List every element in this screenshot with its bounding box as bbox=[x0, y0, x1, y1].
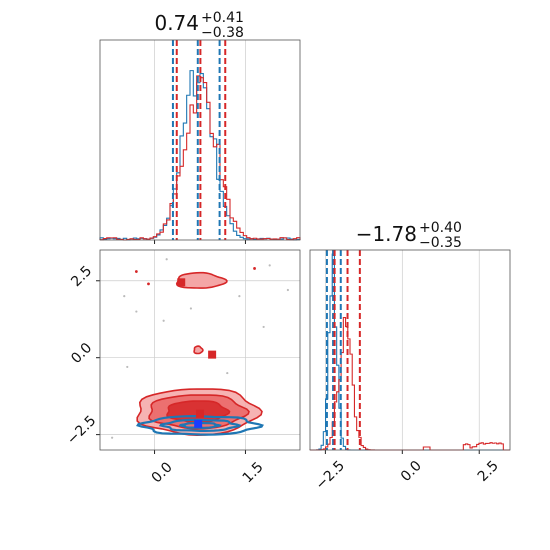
joint-panel: 0.0 1.5 −2.5 0.0 2.5 bbox=[64, 249, 301, 486]
joint-red-sample-point bbox=[134, 270, 138, 273]
joint-y-tick-label: 0.0 bbox=[68, 340, 95, 367]
joint-blue-contour bbox=[136, 414, 264, 436]
hist2-x-tick-label: 2.5 bbox=[475, 458, 502, 485]
title-param1-value: 0.74 bbox=[154, 11, 199, 35]
joint-red-marker bbox=[208, 350, 217, 359]
histogram-param2: −2.5 0.0 2.5 bbox=[309, 249, 511, 493]
joint-sample-point bbox=[238, 295, 241, 298]
joint-x-tick-label: 0.0 bbox=[149, 459, 176, 486]
joint-red-sample-point bbox=[253, 267, 256, 270]
joint-sample-point bbox=[135, 310, 138, 313]
joint-blue-marker bbox=[194, 419, 203, 428]
joint-sample-point bbox=[286, 288, 289, 292]
joint-y-tick-label: −2.5 bbox=[64, 413, 99, 448]
joint-blue-contour bbox=[158, 418, 242, 432]
joint-sample-point bbox=[111, 436, 114, 439]
joint-sample-point bbox=[126, 365, 129, 369]
joint-x-tick-label: 1.5 bbox=[240, 459, 267, 486]
title-param2: −1.78 +0.40 −0.35 bbox=[356, 220, 462, 251]
joint-y-tick-label: 2.5 bbox=[68, 263, 95, 290]
joint-red-sample-point bbox=[147, 282, 150, 286]
title-param2-minus: −0.35 bbox=[419, 235, 462, 251]
title-param1-minus: −0.38 bbox=[201, 25, 244, 41]
title-param2-plus: +0.40 bbox=[419, 220, 462, 236]
joint-blue-contour bbox=[178, 421, 222, 430]
joint-frame bbox=[99, 249, 301, 451]
joint-sample-point bbox=[189, 307, 193, 310]
title-param2-value: −1.78 bbox=[356, 222, 417, 246]
joint-sample-point bbox=[226, 371, 229, 375]
joint-sample-point bbox=[262, 325, 265, 329]
joint-red-marker bbox=[177, 278, 186, 287]
joint-sample-point bbox=[123, 295, 126, 298]
joint-red-island-contour bbox=[193, 345, 204, 355]
joint-sample-point bbox=[162, 319, 165, 322]
joint-sample-point bbox=[268, 264, 271, 267]
hist2-frame bbox=[309, 249, 511, 451]
histogram-param1 bbox=[99, 39, 301, 244]
hist2-x-tick-label: 0.0 bbox=[398, 458, 425, 485]
joint-red-marker bbox=[196, 409, 204, 418]
title-param1: 0.74 +0.41 −0.38 bbox=[154, 10, 243, 41]
hist2-x-tick-label: −2.5 bbox=[313, 458, 348, 493]
title-param1-plus: +0.41 bbox=[201, 10, 244, 26]
hist1-frame bbox=[99, 39, 301, 241]
joint-sample-point bbox=[165, 258, 168, 261]
joint-content bbox=[111, 258, 289, 439]
